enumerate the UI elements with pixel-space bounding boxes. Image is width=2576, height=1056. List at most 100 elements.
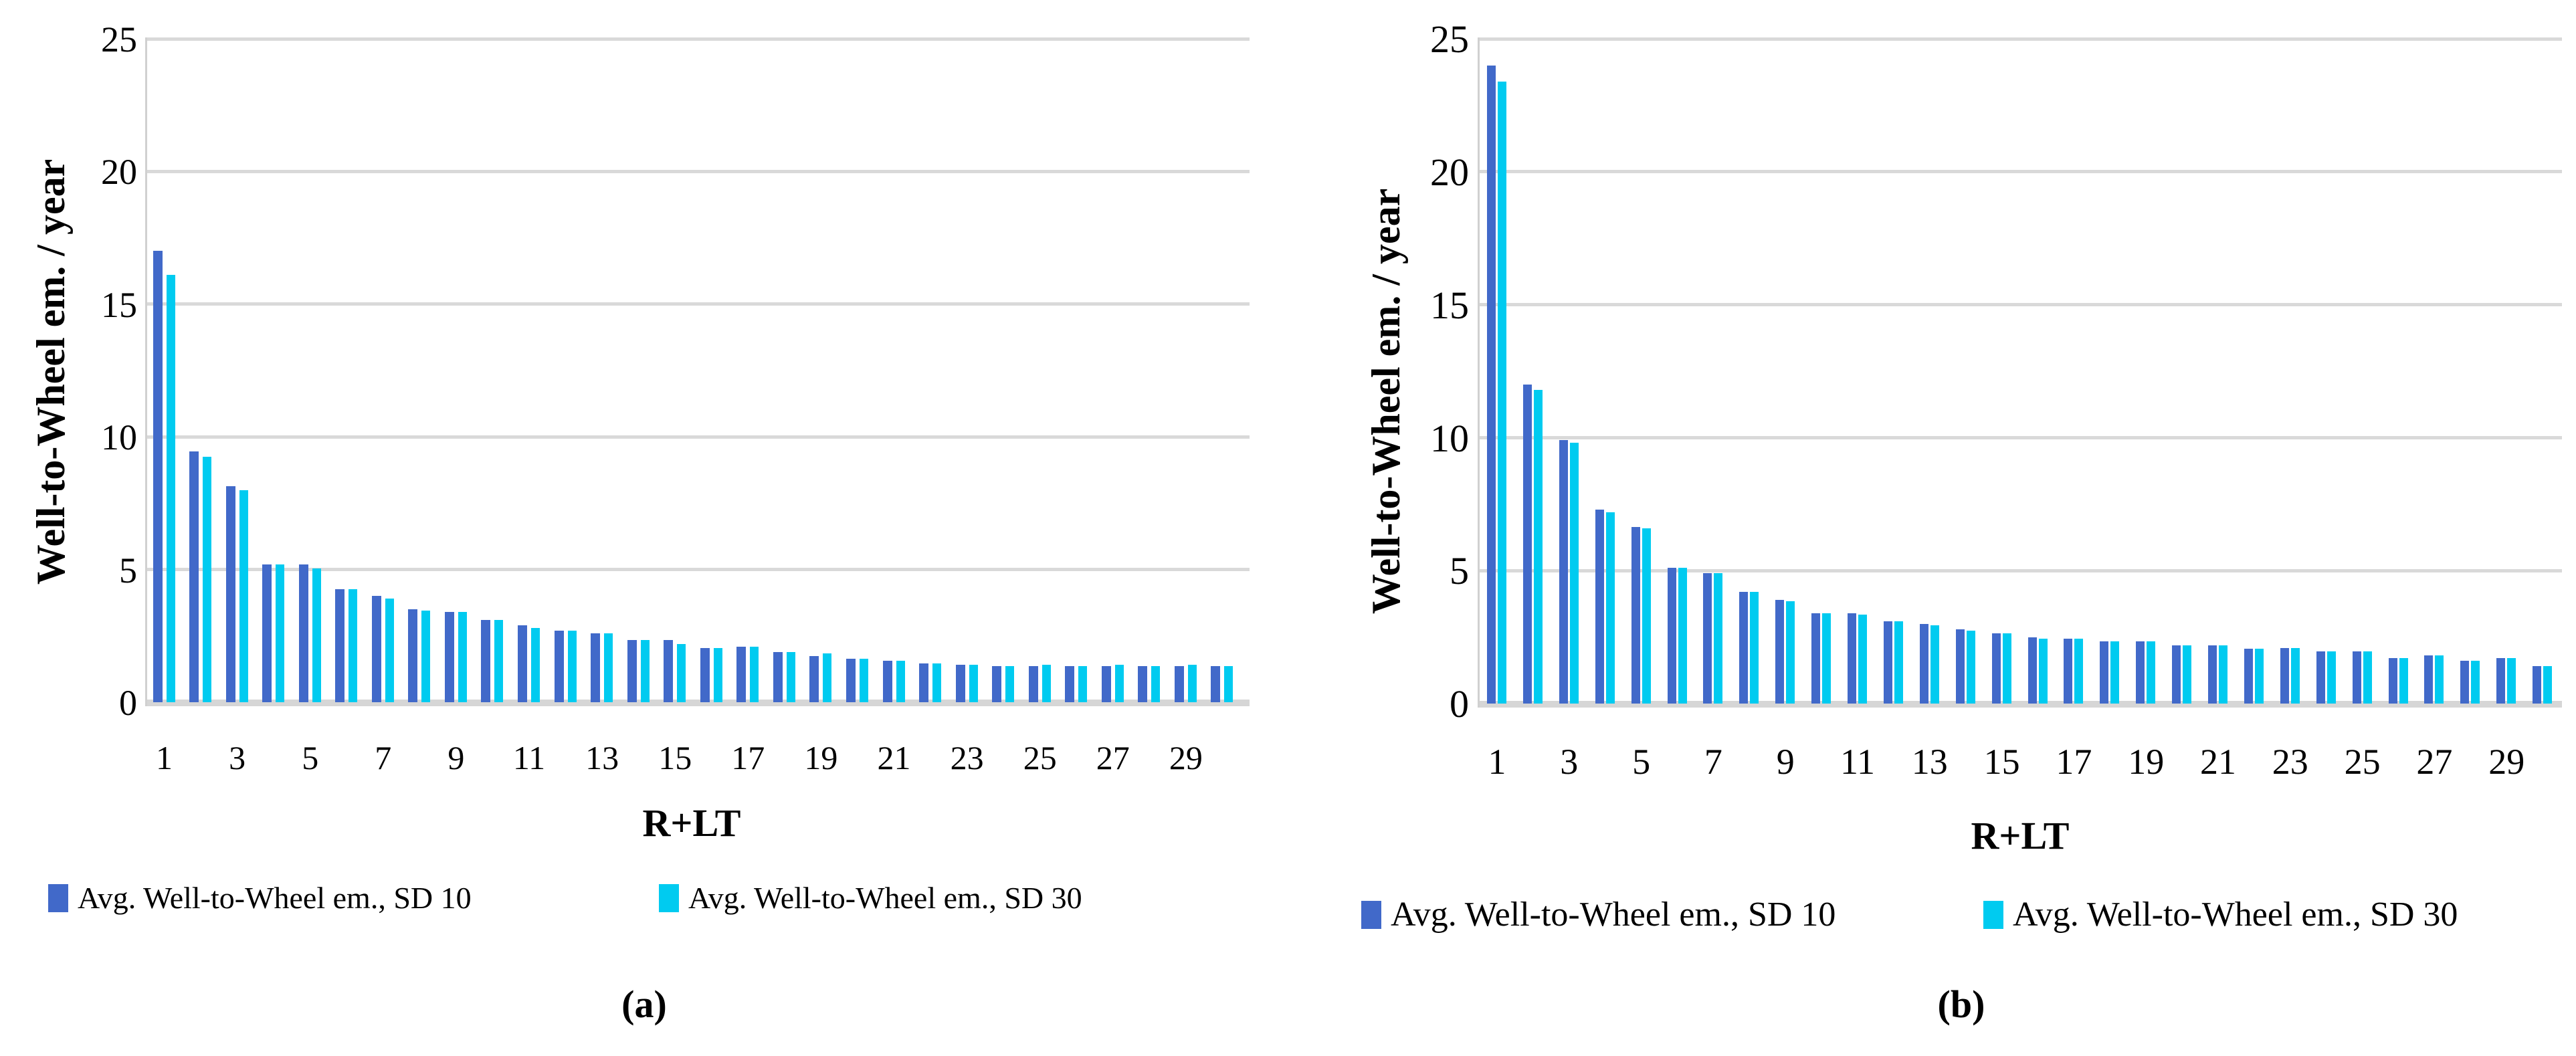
- x-tick-label-7: 7: [1704, 742, 1722, 782]
- bar-sd30-cat12: [1894, 621, 1903, 704]
- bar-sd10-cat30: [2533, 665, 2542, 704]
- bar-sd30-cat4: [1605, 512, 1615, 704]
- x-tick-label-21: 21: [877, 739, 911, 776]
- y-axis-line: [145, 37, 147, 706]
- bar-sd30-cat27: [1114, 665, 1124, 702]
- y-tick-label-15: 15: [101, 284, 137, 325]
- bar-sd30-cat16: [713, 647, 722, 702]
- x-tick-label-21: 21: [2200, 742, 2236, 782]
- bar-sd30-cat24: [1005, 666, 1015, 702]
- legend-item-sd10-b: Avg. Well-to-Wheel em., SD 10: [1361, 897, 1836, 932]
- legend-swatch-sd30-icon: [659, 884, 679, 912]
- bar-sd10-cat9: [444, 612, 454, 702]
- bar-sd30-cat21: [2219, 645, 2227, 704]
- bar-sd30-cat14: [1966, 630, 1975, 704]
- x-tick-label-1: 1: [1488, 742, 1506, 782]
- y-tick-label-5: 5: [1450, 549, 1469, 593]
- y-axis-title-b: Well-to-Wheel em. / year: [1364, 188, 1408, 615]
- bar-sd30-cat9: [1786, 601, 1795, 704]
- bar-sd10-cat5: [1631, 526, 1640, 704]
- bar-sd10-cat4: [262, 564, 272, 702]
- x-tick-label-23: 23: [2272, 742, 2308, 782]
- bar-sd10-cat18: [773, 651, 783, 702]
- bar-sd30-cat8: [1750, 592, 1759, 704]
- bar-sd30-cat6: [349, 589, 358, 702]
- bar-sd10-cat23: [955, 665, 965, 702]
- bar-sd10-cat17: [2064, 638, 2073, 704]
- legend-label-sd30-b: Avg. Well-to-Wheel em., SD 30: [2013, 895, 2458, 934]
- legend-label-sd30-a: Avg. Well-to-Wheel em., SD 30: [688, 881, 1082, 915]
- bar-sd30-cat10: [494, 619, 504, 702]
- bar-sd30-cat23: [969, 665, 978, 702]
- x-tick-label-29: 29: [1169, 739, 1203, 776]
- gridline-y5: [146, 568, 1250, 572]
- y-tick-label-10: 10: [1430, 416, 1469, 460]
- legend-label-sd10-a: Avg. Well-to-Wheel em., SD 10: [78, 881, 472, 915]
- bar-sd10-cat21: [882, 661, 892, 702]
- bar-sd10-cat3: [1559, 440, 1568, 704]
- bar-sd10-cat7: [371, 596, 381, 702]
- x-axis-title-b: R+LT: [1971, 814, 2070, 857]
- bar-sd30-cat29: [1187, 665, 1197, 702]
- bar-sd30-cat26: [1078, 666, 1088, 702]
- bar-sd10-cat11: [518, 625, 527, 702]
- bar-sd30-cat16: [2038, 638, 2048, 704]
- y-tick-label-20: 20: [1430, 150, 1469, 194]
- bar-sd10-cat6: [1667, 568, 1676, 704]
- bar-sd30-cat15: [2002, 633, 2011, 704]
- x-tick-label-17: 17: [731, 739, 765, 776]
- bar-sd10-cat16: [2027, 637, 2037, 704]
- bar-sd30-cat1: [166, 275, 175, 702]
- bar-sd30-cat26: [2399, 657, 2408, 704]
- x-tick-label-29: 29: [2488, 742, 2525, 782]
- bar-sd30-cat5: [312, 568, 321, 702]
- y-axis-title-a: Well-to-Wheel em. / year: [29, 159, 73, 585]
- bar-sd10-cat2: [1522, 384, 1532, 704]
- bar-sd10-cat3: [225, 486, 235, 702]
- gridline-y10: [1478, 435, 2562, 439]
- bar-sd10-cat13: [591, 633, 601, 702]
- bar-sd30-cat15: [677, 643, 686, 702]
- legend-label-sd10-b: Avg. Well-to-Wheel em., SD 10: [1391, 895, 1836, 934]
- bar-sd10-cat9: [1775, 599, 1785, 704]
- x-tick-label-15: 15: [658, 739, 692, 776]
- bar-sd30-cat7: [1714, 573, 1723, 704]
- x-axis-baseline: [1478, 701, 2562, 708]
- bar-sd30-cat17: [2074, 638, 2084, 704]
- y-tick-label-20: 20: [101, 152, 137, 193]
- bar-sd10-cat5: [298, 564, 308, 702]
- x-tick-label-3: 3: [229, 739, 246, 776]
- bar-sd10-cat22: [2244, 649, 2253, 704]
- bar-sd30-cat22: [932, 663, 942, 702]
- bar-sd30-cat2: [203, 456, 212, 702]
- bar-sd10-cat27: [1101, 666, 1111, 702]
- gridline-y25: [1478, 37, 2562, 41]
- x-tick-label-7: 7: [375, 739, 392, 776]
- bar-sd10-cat14: [1955, 629, 1965, 704]
- bar-sd30-cat18: [786, 651, 795, 702]
- x-tick-label-19: 19: [804, 739, 838, 776]
- bar-sd10-cat17: [736, 646, 747, 702]
- x-tick-label-5: 5: [302, 739, 319, 776]
- x-tick-label-9: 9: [1776, 742, 1795, 782]
- bar-sd30-cat4: [276, 564, 285, 702]
- bar-sd30-cat28: [1151, 666, 1161, 702]
- x-tick-label-13: 13: [585, 739, 619, 776]
- bar-sd30-cat30: [1224, 666, 1233, 702]
- bar-sd30-cat19: [2147, 641, 2156, 704]
- bar-sd10-cat15: [1991, 633, 2001, 704]
- gridline-y20: [146, 169, 1250, 173]
- bar-sd10-cat29: [2496, 658, 2506, 704]
- y-tick-label-0: 0: [1450, 682, 1469, 726]
- y-tick-label-5: 5: [119, 550, 137, 591]
- bar-sd30-cat23: [2290, 647, 2300, 704]
- x-tick-label-27: 27: [1096, 739, 1130, 776]
- x-tick-label-25: 25: [2344, 742, 2381, 782]
- x-tick-label-1: 1: [156, 739, 173, 776]
- bar-sd10-cat21: [2208, 645, 2217, 704]
- bar-sd30-cat20: [859, 658, 868, 702]
- bar-sd10-cat4: [1595, 509, 1604, 704]
- bar-sd10-cat10: [481, 619, 491, 702]
- y-tick-label-0: 0: [119, 683, 137, 724]
- y-tick-label-10: 10: [101, 417, 137, 458]
